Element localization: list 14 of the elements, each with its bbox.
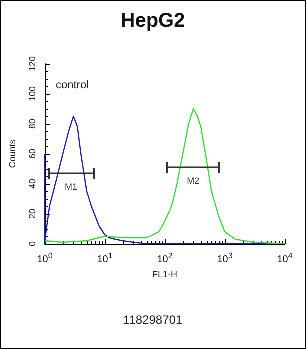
y-tick-label: 80: [28, 118, 38, 130]
annotation: control: [56, 80, 90, 92]
y-tick-label: 100: [28, 86, 38, 102]
series-label: M2: [187, 176, 200, 186]
y-tick-label: 40: [28, 178, 38, 190]
y-tick-label: 20: [28, 208, 38, 220]
y-tick-label: 0: [28, 241, 38, 247]
y-tick-label: 120: [28, 56, 38, 72]
x-axis-title: FL1-H: [152, 269, 178, 280]
series-label: M1: [64, 182, 78, 192]
text: 118298701: [123, 313, 183, 327]
chart-title: HepG2: [120, 10, 186, 32]
y-axis-title: Counts: [8, 139, 18, 168]
y-tick-label: 60: [28, 148, 38, 160]
